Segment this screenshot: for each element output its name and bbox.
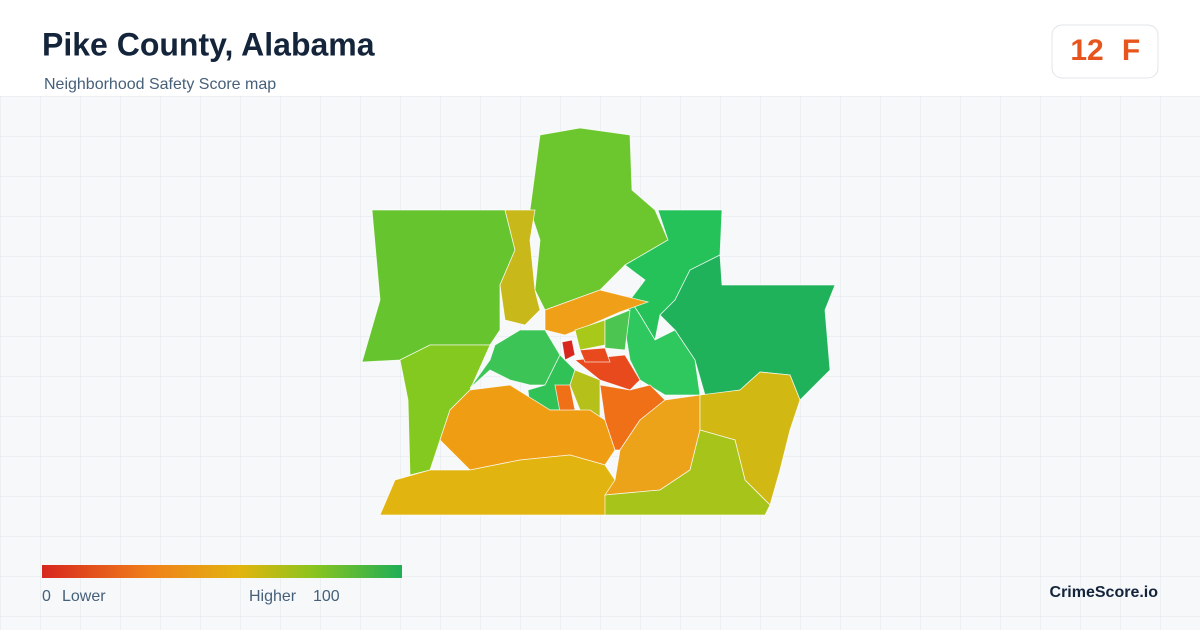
county-map bbox=[361, 127, 836, 516]
score-grade: F bbox=[1122, 34, 1140, 67]
region bbox=[361, 209, 516, 363]
legend-bar bbox=[42, 565, 402, 578]
title: Pike County, Alabama bbox=[42, 26, 375, 62]
brand: CrimeScore.io bbox=[1050, 584, 1159, 601]
header-bg bbox=[0, 0, 1200, 96]
legend-max: 100 bbox=[313, 588, 340, 605]
region bbox=[604, 429, 771, 516]
region bbox=[561, 339, 576, 361]
region bbox=[604, 309, 631, 351]
legend-min: 0 bbox=[42, 588, 51, 605]
legend-max-label: Higher bbox=[249, 588, 297, 605]
region bbox=[573, 354, 641, 391]
region bbox=[469, 329, 561, 389]
region bbox=[544, 289, 650, 336]
region bbox=[579, 347, 611, 363]
score-badge bbox=[1051, 24, 1159, 79]
score-value: 12 bbox=[1070, 34, 1103, 67]
legend-min-label: Lower bbox=[62, 588, 106, 605]
subtitle: Neighborhood Safety Score map bbox=[44, 76, 276, 93]
region bbox=[499, 209, 541, 326]
